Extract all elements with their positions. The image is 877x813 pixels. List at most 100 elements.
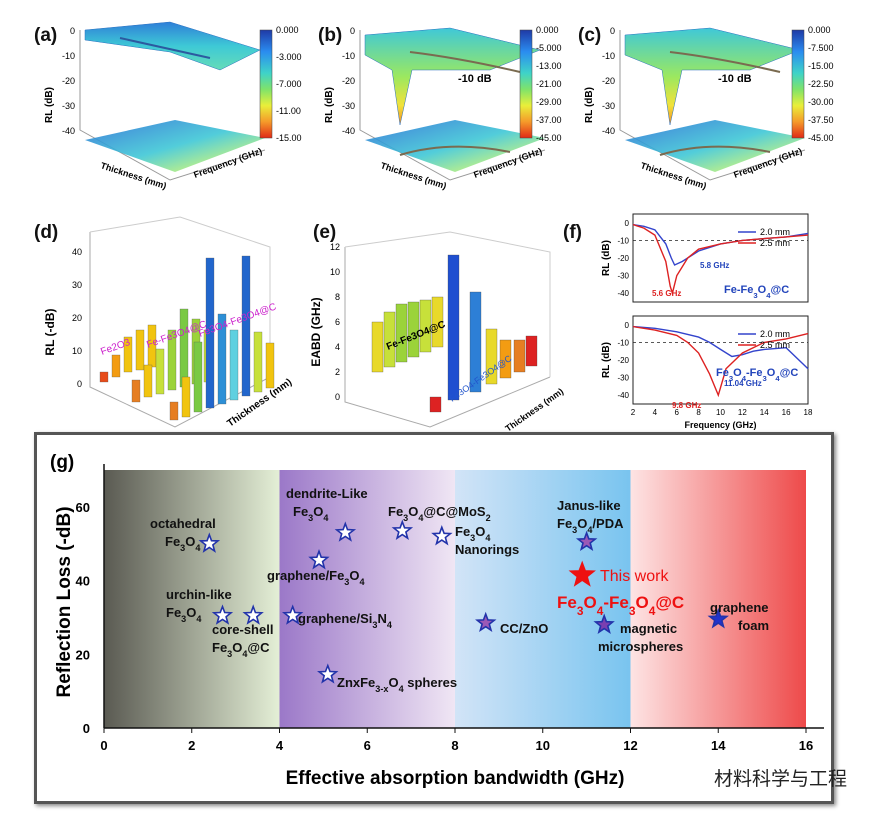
g-data-point-star <box>391 519 414 540</box>
panel-a-ztick: 0 <box>70 26 75 36</box>
panel-d-bar <box>169 401 179 421</box>
panel-f-ytick-1: -40 <box>617 391 629 400</box>
g-background-band <box>455 470 631 728</box>
panel-c-colorbar <box>791 29 805 139</box>
panel-e-bar <box>419 299 432 353</box>
panel-f-ylabel-0: RL (dB) <box>601 240 612 276</box>
g-point-label-octahedral: octahedral <box>150 516 216 531</box>
panel-e-bar <box>513 339 526 373</box>
panel-c-contour-line <box>669 51 781 73</box>
panel-b-colorbar-tick: 0.000 <box>536 25 559 35</box>
panel-c-surface <box>624 27 801 126</box>
panel-f-legend-label-0: 2.0 mm <box>760 227 790 237</box>
panel-e-bar <box>383 311 396 368</box>
g-y-tick-label: 40 <box>76 574 90 589</box>
g-point-label-dendrite_sub: Fe3O4 <box>293 504 329 523</box>
panel-d-bar <box>131 379 141 403</box>
panel-c-ztick: -20 <box>602 76 615 86</box>
panel-b-surface <box>364 27 541 126</box>
g-data-point-star <box>211 604 234 625</box>
panel-d-bar <box>155 348 165 395</box>
g-point-label-znfe: ZnxFe3-xO4 spheres <box>337 675 457 694</box>
panel-e-bar <box>395 303 408 363</box>
panel-d-bar <box>265 342 275 389</box>
g-point-label-janus_sub: Fe3O4/PDA <box>557 516 624 535</box>
g-y-tick-label: 20 <box>76 647 90 662</box>
panel-f-plot-0 <box>632 213 809 303</box>
panel-d-bar <box>111 354 121 378</box>
panel-a-floor-map <box>85 120 265 172</box>
g-data-point-star <box>475 611 497 633</box>
panel-c-colorbar-tick: 0.000 <box>808 25 831 35</box>
panel-e-bar <box>469 291 482 393</box>
panel-f-ytick-0: -30 <box>617 272 629 281</box>
g-x-tick-label: 2 <box>188 738 195 753</box>
panel-d-ztick: 0 <box>77 379 82 389</box>
panel-b-colorbar-tick: -37.00 <box>536 115 562 125</box>
panel-e-ztick: 8 <box>335 292 340 302</box>
panel-c-ztick: -10 <box>602 51 615 61</box>
panel-c-colorbar-tick: -37.50 <box>808 115 834 125</box>
g-point-label-coreshell_sub: Fe3O4@C <box>212 640 270 659</box>
panel-c-box <box>619 30 806 181</box>
panel-f-xtick: 10 <box>716 408 725 417</box>
g-x-tick-label: 0 <box>100 738 107 753</box>
panel-e-ztick: 4 <box>335 342 340 352</box>
panel-f-xtick: 16 <box>782 408 791 417</box>
panel-e-bar <box>431 296 444 348</box>
panel-f-sample-1: Fe3O4-Fe3O4@C <box>716 367 798 383</box>
panel-e-ztick: 6 <box>335 317 340 327</box>
panel-a-label: (a) <box>34 25 58 46</box>
panel-f-series-line-0-1 <box>632 223 809 296</box>
panel-a-surface <box>84 21 261 71</box>
panel-f-ytick-0: 0 <box>625 219 630 228</box>
panel-a-ztick: -20 <box>62 76 75 86</box>
panel-f-xlabel: Frequency (GHz) <box>684 420 756 430</box>
panel-f-xtick: 2 <box>631 408 636 417</box>
panel-d-bar <box>143 364 153 398</box>
g-point-label-cczno: CC/ZnO <box>500 621 548 636</box>
panel-f-ytick-0: -40 <box>617 289 629 298</box>
panel-e-bar <box>371 321 384 373</box>
panel-b-box <box>359 30 546 181</box>
g-point-label-coreshell: core-shell <box>212 622 273 637</box>
panel-d-bar <box>193 341 203 413</box>
panel-e-bar <box>485 328 498 385</box>
g-y-tick-label: 60 <box>76 500 90 515</box>
g-data-point-star <box>568 560 596 587</box>
panel-d-ztick: 40 <box>72 247 82 257</box>
panel-c-label: (c) <box>578 25 602 46</box>
g-point-label-magnetic: magnetic <box>620 621 677 636</box>
panel-d-bar <box>217 313 227 405</box>
g-data-point-star <box>431 525 453 546</box>
panel-e-ztick: 12 <box>330 242 340 252</box>
panel-a-box <box>79 30 266 181</box>
panel-a-colorbar-tick: -3.000 <box>276 52 302 62</box>
panel-f-legend-label-0: 2.5 mm <box>760 238 790 248</box>
panel-e-ztick: 0 <box>335 392 340 402</box>
panel-e-ztick: 10 <box>330 267 340 277</box>
panel-b-rl-label: RL (dB) <box>324 87 335 123</box>
panel-f-annotation-0: 5.6 GHz <box>652 289 681 298</box>
g-panel-label: (g) <box>50 452 74 473</box>
panel-f-series-line-1-1 <box>632 325 809 398</box>
g-data-point-star <box>707 608 729 629</box>
g-point-label-octahedral_sub: Fe3O4 <box>165 534 201 553</box>
panel-d-ylabel: RL (-dB) <box>43 308 57 355</box>
panel-d-ztick: 10 <box>72 346 82 356</box>
panel-b-ztick: -30 <box>342 101 355 111</box>
panel-a-ztick: -10 <box>62 51 75 61</box>
g-point-label-graphene_foam_sub: foam <box>738 618 769 633</box>
panel-a-ridge <box>119 37 211 59</box>
g-x-tick-label: 6 <box>364 738 371 753</box>
panel-f-xtick: 12 <box>738 408 747 417</box>
g-point-label-nanorings_sub: Nanorings <box>455 542 519 557</box>
panel-f-ytick-1: 0 <box>625 321 630 330</box>
panel-c-ztick: -40 <box>602 126 615 136</box>
panel-f-ytick-1: -10 <box>617 338 629 347</box>
g-background-band <box>279 470 455 728</box>
g-y-tick-label: 0 <box>83 721 90 736</box>
panel-d-bar <box>253 331 263 393</box>
